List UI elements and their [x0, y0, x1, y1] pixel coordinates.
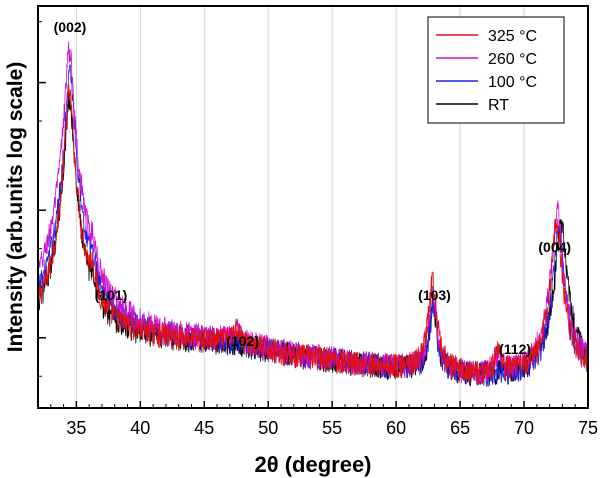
- x-tick-label: 60: [386, 418, 406, 438]
- y-axis-ticks: [38, 21, 46, 377]
- peak-annotations: (002) (101) (102) (103) (112) (004): [54, 19, 571, 357]
- x-tick-label: 35: [66, 418, 86, 438]
- legend: 325 °C 260 °C 100 °C RT: [427, 16, 565, 124]
- legend-label: RT: [488, 97, 509, 114]
- x-axis-title: 2θ (degree): [254, 452, 371, 477]
- peak-label: (102): [226, 333, 259, 349]
- series-line: [38, 83, 588, 385]
- x-tick-label: 65: [450, 418, 470, 438]
- legend-label: 100 °C: [488, 74, 537, 91]
- plot-frame: [37, 5, 589, 409]
- x-tick-label: 45: [194, 418, 214, 438]
- legend-entry: 325 °C: [436, 28, 537, 45]
- peak-label: (103): [418, 287, 451, 303]
- x-tick-label: 55: [322, 418, 342, 438]
- x-axis: 35 40 45 50 55 60 65 70 75: [37, 401, 598, 438]
- legend-label: 260 °C: [488, 51, 537, 68]
- peak-label: (002): [54, 19, 87, 35]
- x-tick-label: 50: [258, 418, 278, 438]
- legend-entry: RT: [436, 97, 509, 114]
- y-axis-title: Intensity (arb.units log scale): [4, 62, 27, 353]
- legend-entry: 100 °C: [436, 74, 537, 91]
- legend-label: 325 °C: [488, 28, 537, 45]
- peak-label: (004): [538, 239, 571, 255]
- x-tick-label: 70: [514, 418, 534, 438]
- x-tick-label: 40: [130, 418, 150, 438]
- legend-entry: 260 °C: [436, 51, 537, 68]
- x-tick-label: 75: [578, 418, 598, 438]
- peak-label: (112): [499, 341, 531, 357]
- peak-label: (101): [95, 287, 128, 303]
- series-lines: [38, 41, 588, 387]
